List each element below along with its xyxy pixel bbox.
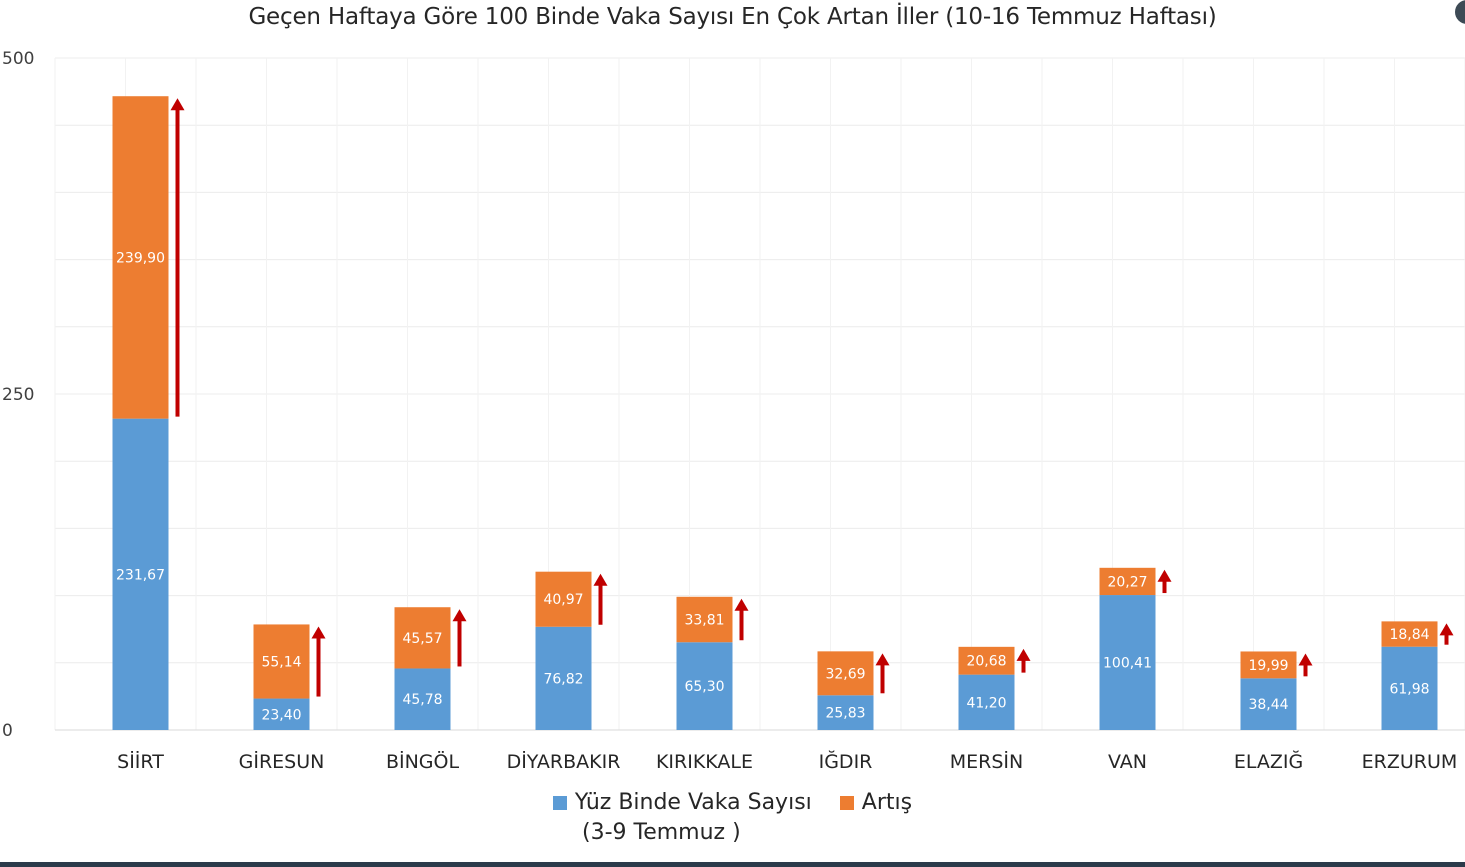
x-tick-label: ELAZIĞ — [1234, 749, 1303, 773]
data-label-base: 61,98 — [1389, 681, 1429, 697]
chart-title: Geçen Haftaya Göre 100 Binde Vaka Sayısı… — [248, 4, 1217, 30]
data-label-increase: 45,57 — [402, 631, 442, 647]
data-label-base: 25,83 — [825, 706, 865, 722]
bar-increase — [253, 624, 310, 699]
increase-arrow-head — [170, 98, 185, 111]
x-tick-label: ERZURUM — [1362, 751, 1458, 773]
data-label-base: 231,67 — [116, 567, 165, 583]
legend-label-increase: Artış — [861, 790, 913, 815]
x-tick-label: VAN — [1108, 751, 1147, 773]
data-label-base: 76,82 — [543, 671, 583, 687]
x-tick-label: IĞDIR — [819, 749, 873, 773]
y-tick-label: 500 — [2, 49, 34, 69]
y-tick-label: 0 — [2, 721, 13, 741]
data-label-increase: 55,14 — [261, 654, 301, 670]
data-label-increase: 239,90 — [116, 250, 165, 266]
bar-increase — [676, 596, 733, 643]
y-tick-label: 250 — [2, 385, 34, 405]
legend: Yüz Binde Vaka Sayısı Artış (3-9 Temmuz … — [0, 790, 1465, 845]
bar-increase — [112, 96, 169, 419]
x-tick-label: KIRIKKALE — [656, 751, 753, 773]
x-tick-label: SİİRT — [117, 750, 164, 773]
data-label-increase: 19,99 — [1248, 658, 1288, 674]
legend-label-base: Yüz Binde Vaka Sayısı — [574, 790, 812, 815]
increase-arrow-head — [875, 653, 890, 666]
bar-base — [817, 695, 874, 730]
bar-base — [958, 674, 1015, 730]
bar-increase — [1240, 651, 1297, 679]
bar-base — [535, 626, 592, 730]
data-label-increase: 18,84 — [1389, 627, 1429, 643]
bottom-bar — [0, 862, 1465, 867]
bar-increase — [1381, 621, 1438, 647]
increase-arrow-head — [1157, 569, 1172, 582]
data-label-increase: 33,81 — [684, 613, 724, 629]
increase-arrow-head — [1016, 648, 1031, 661]
bar-base — [1240, 678, 1297, 730]
bar-base — [1381, 646, 1438, 730]
legend-label-base-sub: (3-9 Temmuz ) — [582, 819, 741, 845]
data-label-increase: 20,27 — [1107, 574, 1147, 590]
legend-swatch-increase — [839, 795, 854, 810]
bar-base — [394, 668, 451, 730]
data-label-increase: 20,68 — [966, 654, 1006, 670]
legend-swatch-base — [552, 795, 567, 810]
data-label-base: 38,44 — [1248, 697, 1288, 713]
legend-item-base: Yüz Binde Vaka Sayısı — [552, 790, 812, 815]
increase-arrow-head — [593, 573, 608, 586]
bar-increase — [817, 651, 874, 696]
data-label-increase: 32,69 — [825, 666, 865, 682]
x-tick-label: BİNGÖL — [386, 750, 460, 773]
bar-increase — [394, 607, 451, 669]
bar-base — [1099, 595, 1156, 730]
x-tick-label: DİYARBAKIR — [507, 750, 621, 773]
corner-dot — [1455, 0, 1465, 24]
data-label-base: 23,40 — [261, 707, 301, 723]
x-tick-label: MERSİN — [950, 750, 1023, 773]
increase-arrow-head — [452, 609, 467, 622]
data-label-increase: 40,97 — [543, 592, 583, 608]
data-label-base: 100,41 — [1103, 656, 1152, 672]
increase-arrow-head — [311, 626, 326, 639]
x-tick-label: GİRESUN — [239, 750, 325, 773]
increase-arrow-head — [734, 598, 749, 611]
increase-arrow-head — [1298, 653, 1313, 666]
data-label-base: 41,20 — [966, 695, 1006, 711]
bar-increase — [958, 646, 1015, 675]
increase-arrow-head — [1439, 623, 1454, 636]
bar-increase — [535, 571, 592, 627]
data-label-base: 65,30 — [684, 679, 724, 695]
bar-increase — [1099, 567, 1156, 596]
bar-base — [112, 418, 169, 730]
legend-item-increase: Artış — [839, 790, 913, 815]
bar-base — [676, 642, 733, 730]
data-label-base: 45,78 — [402, 692, 442, 708]
bar-base — [253, 698, 310, 730]
